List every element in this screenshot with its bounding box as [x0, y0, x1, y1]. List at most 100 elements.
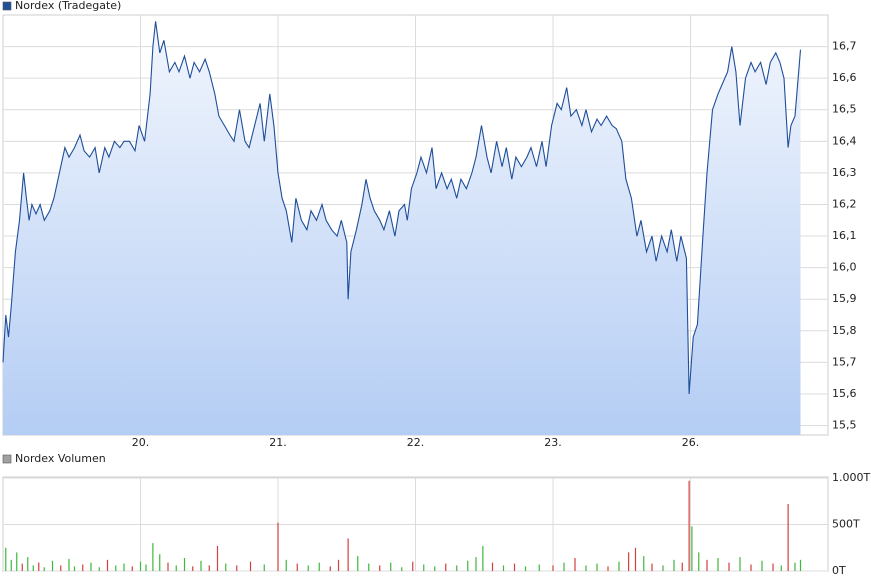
volume-bar — [524, 566, 527, 571]
volume-bar — [106, 559, 109, 571]
volume-bar — [16, 552, 18, 571]
volume-bar — [538, 564, 540, 571]
volume-bar — [98, 567, 100, 571]
volume-bar — [794, 562, 796, 571]
legend-swatch — [2, 454, 12, 464]
volume-bar — [5, 547, 7, 571]
volume-bar — [32, 565, 34, 571]
y-tick-label: 15,6 — [832, 387, 857, 400]
volume-bar — [263, 564, 265, 571]
volume-bar — [192, 566, 194, 571]
y-tick-label: 500T — [832, 518, 860, 531]
volume-bar — [73, 566, 76, 571]
volume-bar — [208, 565, 210, 571]
volume-bar — [167, 562, 169, 571]
volume-bar — [750, 564, 752, 571]
volume-bar — [482, 545, 484, 571]
volume-bar — [368, 563, 370, 571]
volume-bar — [43, 567, 45, 571]
volume-bar — [673, 559, 675, 571]
y-tick-label: 16,2 — [832, 197, 857, 210]
volume-bar — [643, 556, 645, 571]
volume-bar — [799, 559, 802, 571]
volume-bar — [662, 565, 664, 571]
volume-bar — [21, 563, 23, 571]
volume-bar — [307, 565, 309, 571]
x-tick-label: 23. — [544, 436, 562, 449]
volume-bar — [145, 564, 147, 571]
y-tick-label: 16,6 — [832, 71, 857, 84]
volume-bar — [717, 557, 719, 571]
volume-bar — [628, 552, 630, 571]
volume-bar — [379, 565, 381, 571]
volume-bar — [706, 559, 708, 571]
volume-bar — [183, 557, 186, 571]
volume-bar — [10, 559, 12, 571]
volume-bar — [688, 480, 690, 571]
volume-bar — [236, 565, 238, 571]
volume-bar — [285, 559, 287, 571]
volume-bar — [698, 552, 700, 571]
volume-bar — [51, 560, 54, 571]
volume-bar — [216, 545, 219, 571]
x-tick-label: 22. — [407, 436, 425, 449]
volume-bar — [574, 557, 576, 571]
y-tick-label: 15,8 — [832, 324, 857, 337]
volume-bar — [200, 560, 202, 571]
x-tick-label: 20. — [132, 436, 150, 449]
volume-bar — [152, 543, 154, 571]
y-tick-label: 16,5 — [832, 103, 857, 116]
volume-bar — [739, 557, 741, 571]
volume-bar — [651, 563, 653, 571]
y-tick-label: 16,4 — [832, 134, 857, 147]
volume-bar — [225, 563, 227, 571]
volume-bar — [175, 565, 177, 571]
y-tick-label: 16,0 — [832, 261, 857, 274]
volume-bar — [456, 565, 458, 571]
y-tick-label: 15,7 — [832, 355, 857, 368]
volume-bar — [82, 564, 84, 571]
volume-bar — [347, 538, 349, 571]
y-tick-label: 0T — [832, 564, 846, 577]
volume-bar — [728, 562, 730, 571]
volume-bar — [502, 565, 505, 571]
volume-bar — [607, 566, 609, 571]
volume-bar — [123, 563, 125, 571]
y-tick-label: 16,3 — [832, 166, 857, 179]
area — [3, 21, 801, 436]
y-tick-label: 1.000T — [832, 471, 870, 484]
volume-bar — [390, 562, 392, 571]
price-line — [2, 21, 802, 394]
volume-bar — [27, 557, 29, 571]
x-tick-label: 26. — [682, 436, 700, 449]
volume-bar — [634, 547, 637, 571]
volume-bar — [277, 522, 279, 571]
volume-bar — [691, 526, 693, 571]
volume-bar — [357, 556, 359, 571]
x-tick-label: 21. — [269, 436, 287, 449]
volume-bar — [38, 562, 40, 571]
volume-bar — [772, 563, 774, 571]
volume-bar — [780, 565, 782, 571]
volume-bar — [491, 562, 494, 571]
volume-bar — [596, 563, 598, 571]
volume-bar — [139, 561, 142, 571]
volume-bar — [513, 563, 516, 571]
volume-bar — [329, 566, 331, 571]
volume-bar — [761, 560, 763, 571]
volume-bar — [585, 565, 587, 571]
y-tick-label: 15,9 — [832, 292, 857, 305]
volume-bar — [681, 562, 683, 571]
y-tick-label: 16,7 — [832, 40, 857, 53]
legend-swatch — [2, 1, 12, 11]
volume-bar — [434, 566, 436, 571]
volume-bar — [159, 554, 161, 571]
volume-bar — [401, 567, 403, 571]
volume-bar — [475, 557, 477, 571]
volume-bar — [618, 561, 620, 571]
volume-bar — [787, 504, 789, 571]
volume-bar — [467, 560, 469, 571]
volume-bar — [90, 562, 92, 571]
volume-bar — [337, 559, 340, 571]
